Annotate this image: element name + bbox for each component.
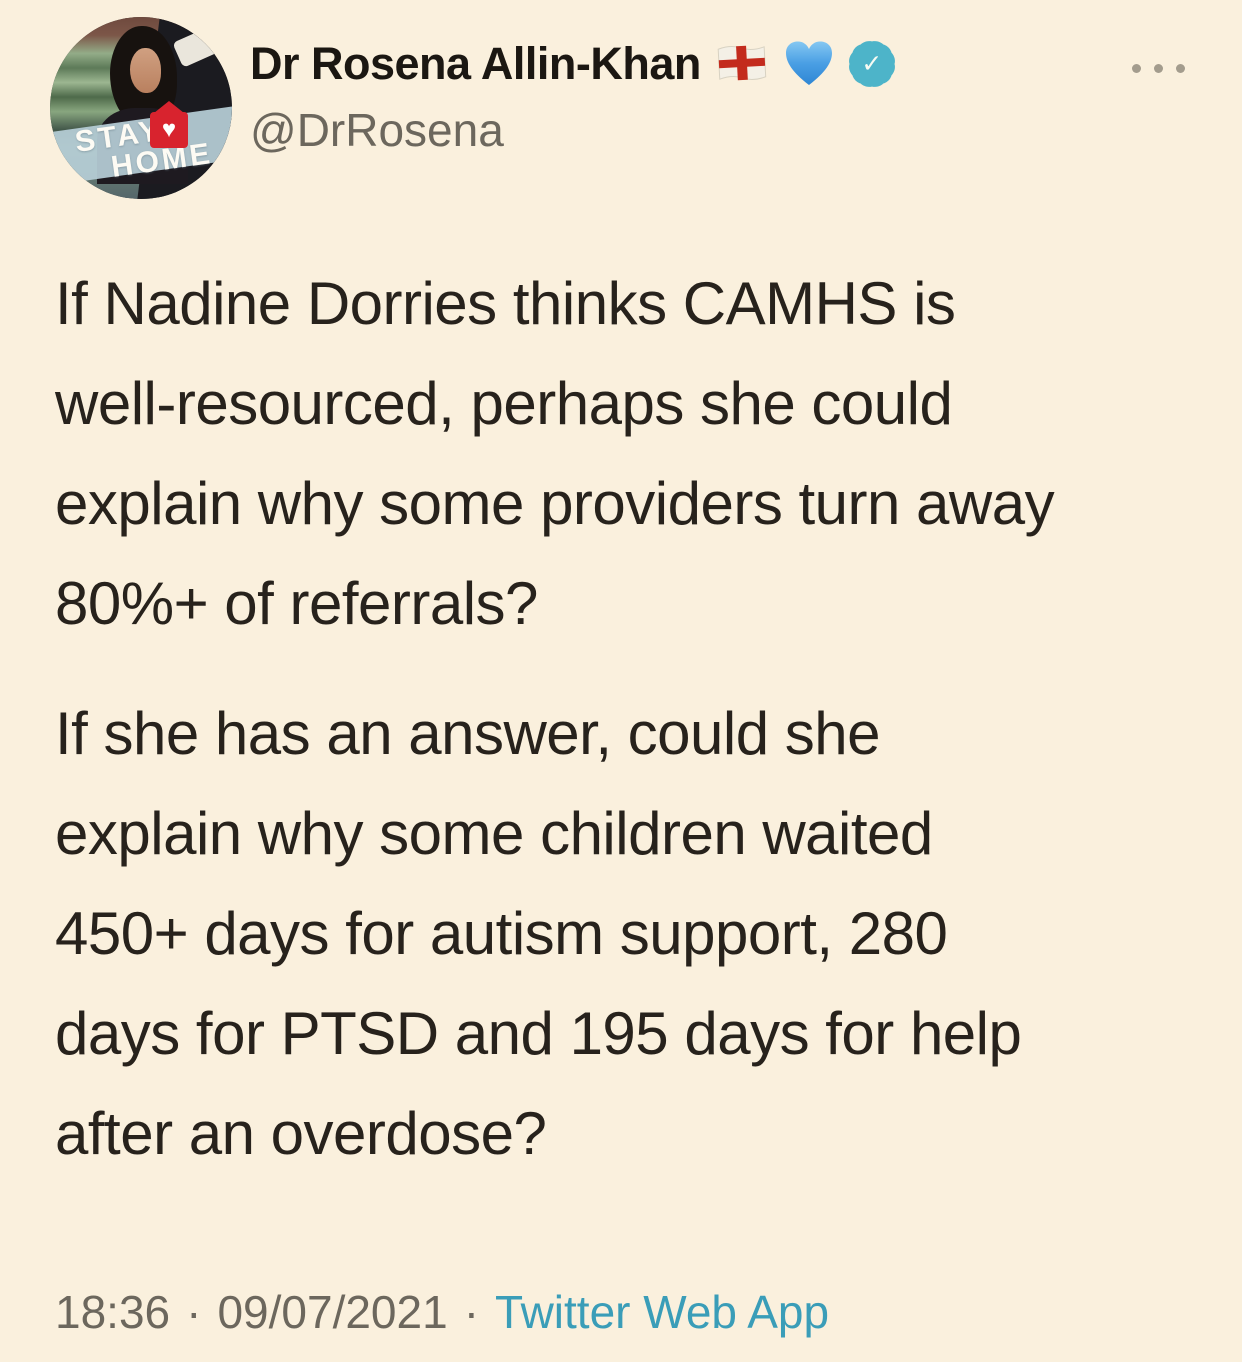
tweet-paragraph-2: If she has an answer, could she explain …	[55, 684, 1205, 1184]
more-dot	[1154, 64, 1163, 73]
tweet-paragraph-1: If Nadine Dorries thinks CAMHS is well-r…	[55, 254, 1205, 654]
tweet-date: 09/07/2021	[217, 1286, 448, 1338]
meta-separator: ·	[186, 1286, 202, 1338]
tweet-line: well-resourced, perhaps she could	[55, 370, 953, 437]
tweet-header: Dr Rosena Allin-Khan	[250, 36, 900, 156]
more-dot	[1132, 64, 1141, 73]
house-with-heart-icon	[150, 112, 188, 148]
display-name[interactable]: Dr Rosena Allin-Khan	[250, 38, 701, 89]
tweet-line: If Nadine Dorries thinks CAMHS is	[55, 270, 956, 337]
user-handle[interactable]: @DrRosena	[250, 104, 504, 156]
tweet-line: explain why some children waited	[55, 800, 933, 867]
name-row: Dr Rosena Allin-Khan	[250, 36, 900, 92]
tweet-line: after an overdose?	[55, 1100, 547, 1167]
tweet-source-link[interactable]: Twitter Web App	[495, 1286, 830, 1338]
tweet-line: 80%+ of referrals?	[55, 570, 538, 637]
tweet-line: If she has an answer, could she	[55, 700, 881, 767]
blue-heart-emoji	[783, 40, 835, 88]
tweet-line: days for PTSD and 195 days for help	[55, 1000, 1022, 1067]
avatar[interactable]: STAY HOME	[50, 17, 232, 199]
tweet-line: explain why some providers turn away	[55, 470, 1055, 537]
avatar-person-face	[130, 47, 162, 94]
tweet-time: 18:36	[55, 1286, 171, 1338]
tweet-line: 450+ days for autism support, 280	[55, 900, 948, 967]
more-dot	[1176, 64, 1185, 73]
england-flag-emoji	[715, 42, 769, 86]
tweet-meta: 18:36 · 09/07/2021 · Twitter Web App	[55, 1285, 829, 1339]
tweet-text: If Nadine Dorries thinks CAMHS is well-r…	[55, 254, 1205, 1184]
meta-separator: ·	[463, 1286, 480, 1338]
verified-badge-icon	[844, 36, 900, 92]
more-menu-button[interactable]	[1128, 60, 1189, 77]
